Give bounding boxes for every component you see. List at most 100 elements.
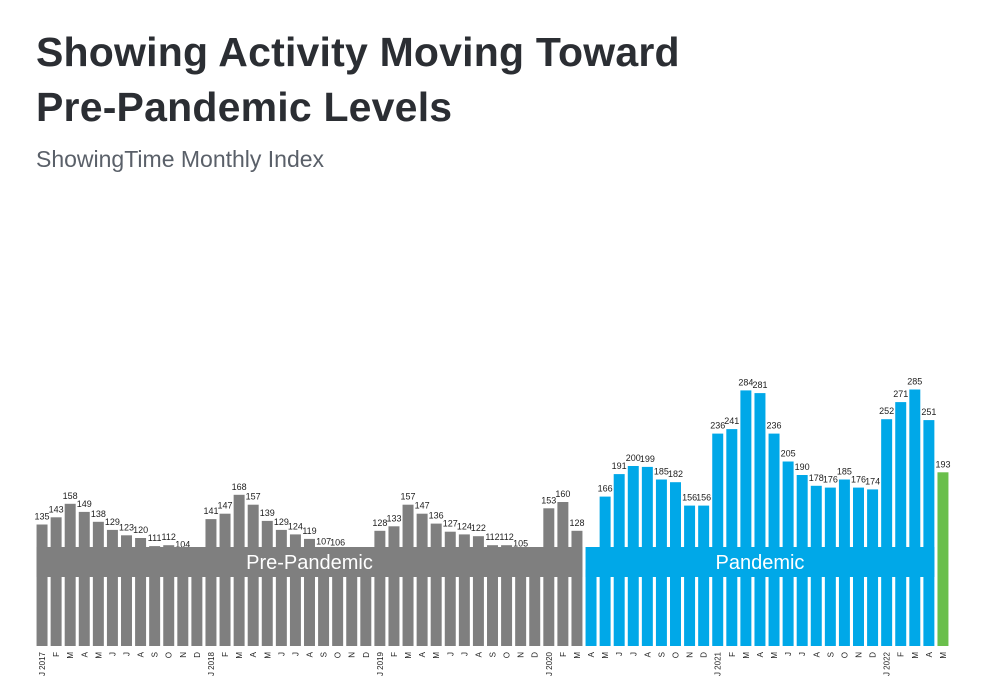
x-tick-label: M (235, 652, 244, 659)
data-label: 185 (837, 467, 852, 477)
x-tick-label: A (812, 651, 821, 657)
bar (895, 402, 907, 646)
data-label: 191 (612, 461, 627, 471)
data-label: 128 (569, 518, 584, 528)
data-label: 119 (302, 526, 316, 536)
x-tick-label: J 2017 (38, 651, 47, 676)
bars-group: 1351431581491381291231201111121049514114… (35, 377, 950, 646)
x-tick-label: A (80, 651, 89, 657)
data-label: 174 (865, 476, 880, 486)
x-tick-label: J (629, 652, 638, 656)
x-tick-label: O (503, 652, 512, 658)
bar (289, 534, 301, 646)
data-label: 166 (598, 484, 613, 494)
bar (135, 538, 147, 646)
period-bands: Pre-Pandemic Pandemic (36, 547, 935, 577)
bar (571, 530, 583, 646)
data-label: 157 (246, 492, 261, 502)
data-label: 133 (386, 513, 401, 523)
data-label: 156 (682, 493, 697, 503)
bar (768, 433, 780, 646)
bar (740, 390, 752, 646)
x-tick-label: A (306, 651, 315, 657)
x-tick-label: M (601, 652, 610, 659)
x-tick-label: F (559, 652, 568, 657)
data-label: 252 (879, 406, 894, 416)
data-label: 136 (429, 511, 444, 521)
period-band (585, 547, 935, 577)
data-label: 112 (485, 532, 499, 542)
x-axis-ticks: J 2017 F M A M J J A S O N D J 2018 F M A M J J A S O N D J 2019… (38, 651, 948, 676)
x-tick-label: A (756, 651, 765, 657)
data-label: 190 (795, 462, 810, 472)
bar (318, 549, 330, 646)
bar (416, 513, 428, 646)
x-tick-label: J (798, 652, 807, 656)
bar (754, 393, 766, 646)
x-tick-label: A (587, 651, 596, 657)
data-label: 139 (260, 508, 275, 518)
bar (78, 511, 90, 646)
chart-title-line-1: Showing Activity Moving Toward (36, 29, 680, 75)
data-label: 205 (781, 449, 796, 459)
x-tick-label: A (137, 651, 146, 657)
data-label: 160 (555, 489, 570, 499)
x-tick-label: M (770, 652, 779, 659)
data-label: 193 (935, 459, 950, 469)
x-tick-label: D (193, 652, 202, 658)
data-label: 157 (401, 492, 416, 502)
x-tick-label: S (826, 652, 835, 657)
x-tick-label: J (446, 652, 455, 656)
bar (346, 560, 358, 646)
data-label: 107 (316, 537, 331, 547)
data-label: 138 (91, 509, 106, 519)
data-label: 153 (541, 495, 556, 505)
bar (205, 519, 217, 646)
bar (36, 524, 48, 646)
data-label: 123 (119, 522, 134, 532)
bar (149, 546, 161, 646)
bar (937, 472, 949, 646)
bar (585, 569, 597, 646)
data-label: 141 (203, 506, 218, 516)
x-tick-label: M (94, 652, 103, 659)
data-label: 120 (133, 525, 148, 535)
x-tick-label: N (855, 652, 864, 658)
x-tick-label: S (657, 652, 666, 657)
x-tick-label: F (52, 652, 61, 657)
x-tick-label: J 2022 (883, 651, 892, 676)
data-label: 176 (823, 475, 838, 485)
bar (430, 523, 442, 646)
data-label: 122 (471, 523, 486, 533)
data-label: 127 (443, 519, 458, 529)
x-tick-label: N (179, 652, 188, 658)
bar (388, 526, 400, 646)
data-label: 112 (499, 532, 513, 542)
data-label: 236 (710, 421, 725, 431)
data-label: 124 (288, 521, 303, 531)
x-tick-label: A (925, 651, 934, 657)
data-label: 199 (640, 454, 655, 464)
data-label: 104 (175, 539, 190, 549)
data-label: 251 (921, 407, 936, 417)
x-tick-label: A (249, 651, 258, 657)
data-label: 236 (767, 421, 782, 431)
x-tick-label: F (897, 652, 906, 657)
x-tick-label: O (840, 652, 849, 658)
bar (121, 535, 132, 646)
x-tick-label: J 2021 (714, 651, 723, 676)
data-label: 129 (105, 517, 120, 527)
x-tick-label: M (66, 652, 75, 659)
x-tick-label: O (334, 652, 343, 658)
period-band-label: Pandemic (715, 552, 804, 574)
bar (501, 545, 513, 646)
x-tick-label: A (643, 651, 652, 657)
x-tick-label: M (939, 652, 948, 659)
data-label: 281 (752, 380, 767, 390)
x-tick-label: J 2020 (545, 651, 554, 676)
bar (909, 389, 921, 646)
data-label: 149 (77, 499, 92, 509)
bar (275, 529, 287, 646)
bar (106, 529, 118, 646)
